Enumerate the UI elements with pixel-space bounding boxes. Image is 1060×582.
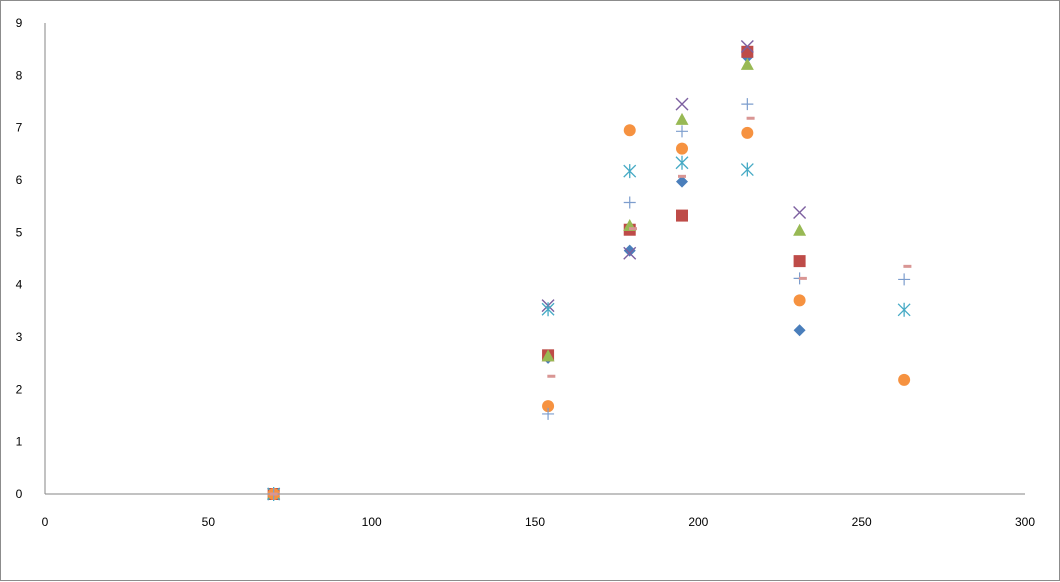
data-point-x [675, 97, 689, 111]
data-point-dash [746, 116, 755, 120]
data-point-x [793, 205, 807, 219]
y-tick-label: 9 [16, 16, 23, 30]
data-point-square [741, 45, 754, 58]
data-point-dash [269, 492, 278, 496]
data-point-circle [542, 400, 555, 413]
data-point-star [740, 162, 754, 177]
data-point-dash [629, 227, 637, 231]
data-point-circle [676, 142, 688, 155]
y-tick-label: 7 [16, 121, 23, 135]
data-point-plus [676, 125, 688, 138]
data-point-star [623, 164, 637, 179]
data-point-dash [678, 174, 686, 178]
data-point-star [541, 302, 555, 317]
data-point-triangle [793, 223, 807, 236]
data-point-circle [793, 294, 806, 307]
x-axis: 0 50 100 150 200 250 300 [42, 493, 1036, 529]
data-point-x [623, 246, 637, 260]
data-point-dash [547, 374, 556, 378]
data-point-diamond [676, 175, 688, 188]
data-point-dash [798, 276, 807, 280]
data-point-circle [623, 124, 636, 137]
data-point-circle [741, 126, 754, 139]
y-tick-label: 2 [16, 382, 23, 396]
x-tick-label: 150 [525, 515, 545, 529]
plot-points [267, 40, 912, 501]
x-tick-label: 200 [688, 515, 708, 529]
data-point-diamond [623, 244, 636, 257]
data-point-triangle [541, 349, 555, 362]
x-tick-label: 250 [852, 515, 872, 529]
data-point-x [740, 40, 754, 54]
x-tick-label: 100 [362, 515, 382, 529]
data-point-star [897, 302, 911, 317]
data-point-triangle [675, 112, 689, 125]
x-tick-label: 0 [42, 515, 49, 529]
data-point-plus [542, 407, 555, 420]
data-point-diamond [793, 324, 806, 337]
x-tick-labels: 0 50 100 150 200 250 300 [42, 515, 1036, 529]
y-tick-labels: 0 1 2 3 4 5 6 7 8 9 [16, 16, 23, 501]
data-point-triangle [740, 57, 754, 70]
data-point-square [676, 209, 688, 222]
y-axis: 0 1 2 3 4 5 6 7 8 9 [16, 16, 46, 501]
y-tick-label: 8 [16, 68, 23, 82]
data-point-star [675, 155, 689, 170]
y-tick-label: 5 [16, 225, 23, 239]
x-tick-label: 300 [1015, 515, 1035, 529]
y-tick-label: 6 [16, 173, 23, 187]
data-point-circle [898, 373, 911, 386]
data-point-plus [898, 273, 911, 286]
y-tick-label: 3 [16, 330, 23, 344]
y-tick-label: 1 [16, 435, 23, 449]
y-tick-label: 0 [16, 487, 23, 501]
data-point-plus [741, 98, 754, 111]
y-tick-label: 4 [16, 278, 23, 292]
x-tick-label: 50 [202, 515, 216, 529]
data-point-plus [623, 196, 636, 209]
data-point-dash [903, 264, 912, 268]
data-point-square [793, 255, 806, 268]
